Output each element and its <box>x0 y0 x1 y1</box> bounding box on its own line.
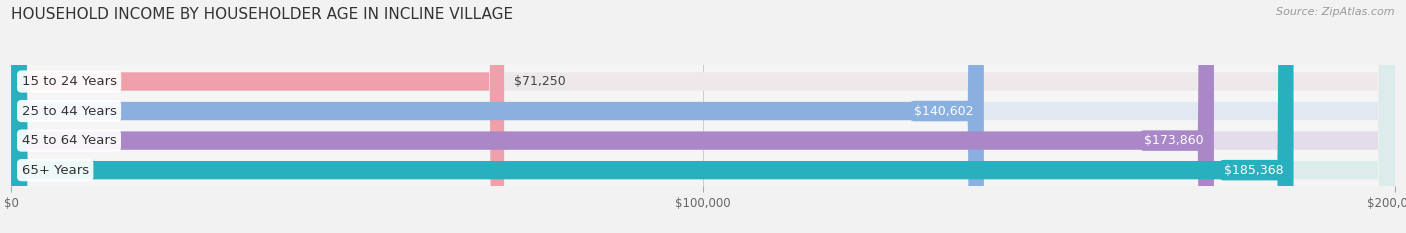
FancyBboxPatch shape <box>11 0 1395 233</box>
Text: HOUSEHOLD INCOME BY HOUSEHOLDER AGE IN INCLINE VILLAGE: HOUSEHOLD INCOME BY HOUSEHOLDER AGE IN I… <box>11 7 513 22</box>
Text: 15 to 24 Years: 15 to 24 Years <box>21 75 117 88</box>
FancyBboxPatch shape <box>11 0 1395 233</box>
Text: $185,368: $185,368 <box>1223 164 1284 177</box>
Text: $140,602: $140,602 <box>914 105 973 117</box>
FancyBboxPatch shape <box>11 0 1294 233</box>
Text: 45 to 64 Years: 45 to 64 Years <box>21 134 117 147</box>
Text: 65+ Years: 65+ Years <box>21 164 89 177</box>
Text: $71,250: $71,250 <box>515 75 567 88</box>
FancyBboxPatch shape <box>11 0 1213 233</box>
FancyBboxPatch shape <box>11 0 505 233</box>
Text: 25 to 44 Years: 25 to 44 Years <box>21 105 117 117</box>
FancyBboxPatch shape <box>11 0 984 233</box>
Text: $173,860: $173,860 <box>1144 134 1204 147</box>
Text: Source: ZipAtlas.com: Source: ZipAtlas.com <box>1277 7 1395 17</box>
FancyBboxPatch shape <box>11 0 1395 233</box>
FancyBboxPatch shape <box>11 0 1395 233</box>
